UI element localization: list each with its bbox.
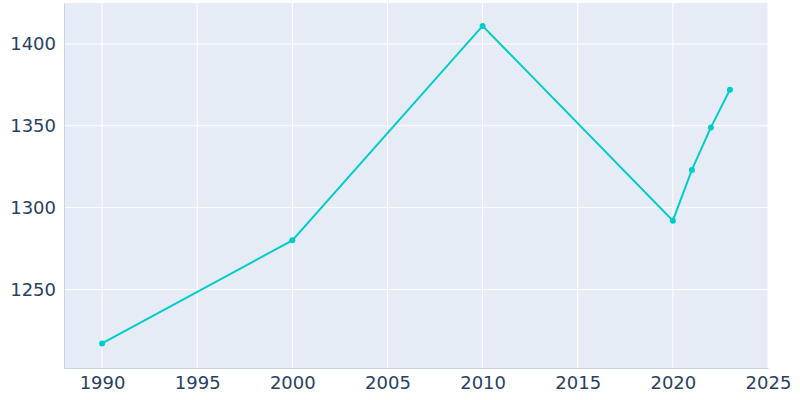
grid-line-x <box>292 3 293 368</box>
x-tick-label: 2025 <box>746 372 792 393</box>
chart: 1990 1995 2000 2005 2010 2015 2020 2025 1250 1300… <box>0 0 800 400</box>
x-tick-label: 2005 <box>365 372 411 393</box>
y-axis-line <box>64 4 65 369</box>
marker <box>689 167 695 173</box>
x-tick-label: 2010 <box>460 372 506 393</box>
x-tick-label: 1995 <box>175 372 221 393</box>
x-axis-line <box>65 368 769 369</box>
grid-line-x <box>197 3 198 368</box>
x-tick: 2000 <box>270 368 316 393</box>
marker <box>670 218 676 224</box>
y-tick: 1250 <box>10 279 64 300</box>
y-tick: 1400 <box>10 33 64 54</box>
y-tick-label: 1250 <box>10 279 56 300</box>
marker <box>727 87 733 93</box>
grid-line-y <box>64 289 768 290</box>
x-tick: 2010 <box>460 368 506 393</box>
x-tick: 2025 <box>746 368 792 393</box>
x-tick: 2015 <box>555 368 601 393</box>
line <box>102 26 730 344</box>
grid-line-x <box>102 3 103 368</box>
plot-background <box>64 3 768 368</box>
grid-line-y <box>64 207 768 208</box>
y-tick-label: 1350 <box>10 115 56 136</box>
plot: 1990 1995 2000 2005 2010 2015 2020 2025 1250 1300… <box>10 3 791 393</box>
x-tick: 2020 <box>650 368 696 393</box>
grid-line-y <box>64 125 768 126</box>
grid-line-x <box>768 3 769 368</box>
y-tick: 1300 <box>10 197 64 218</box>
y-axis: 1250 1300 1350 1400 <box>10 4 64 369</box>
grid-line-x <box>482 3 483 368</box>
marker <box>289 237 295 243</box>
x-tick-label: 2020 <box>650 372 696 393</box>
marker <box>480 23 486 29</box>
grid-line-y <box>64 43 768 44</box>
marker <box>99 340 105 346</box>
x-tick-label: 2015 <box>555 372 601 393</box>
x-tick-label: 2000 <box>270 372 316 393</box>
grid-line-x <box>577 3 578 368</box>
grid-line-x <box>672 3 673 368</box>
grid <box>64 3 768 368</box>
x-tick: 1990 <box>80 368 126 393</box>
x-tick: 2005 <box>365 368 411 393</box>
marker <box>708 124 714 130</box>
y-tick-label: 1400 <box>10 33 56 54</box>
x-tick: 1995 <box>175 368 221 393</box>
grid-line-x <box>387 3 388 368</box>
y-tick: 1350 <box>10 115 64 136</box>
y-tick-label: 1300 <box>10 197 56 218</box>
x-axis: 1990 1995 2000 2005 2010 2015 2020 2025 <box>65 368 792 393</box>
series <box>99 23 733 347</box>
x-tick-label: 1990 <box>80 372 126 393</box>
